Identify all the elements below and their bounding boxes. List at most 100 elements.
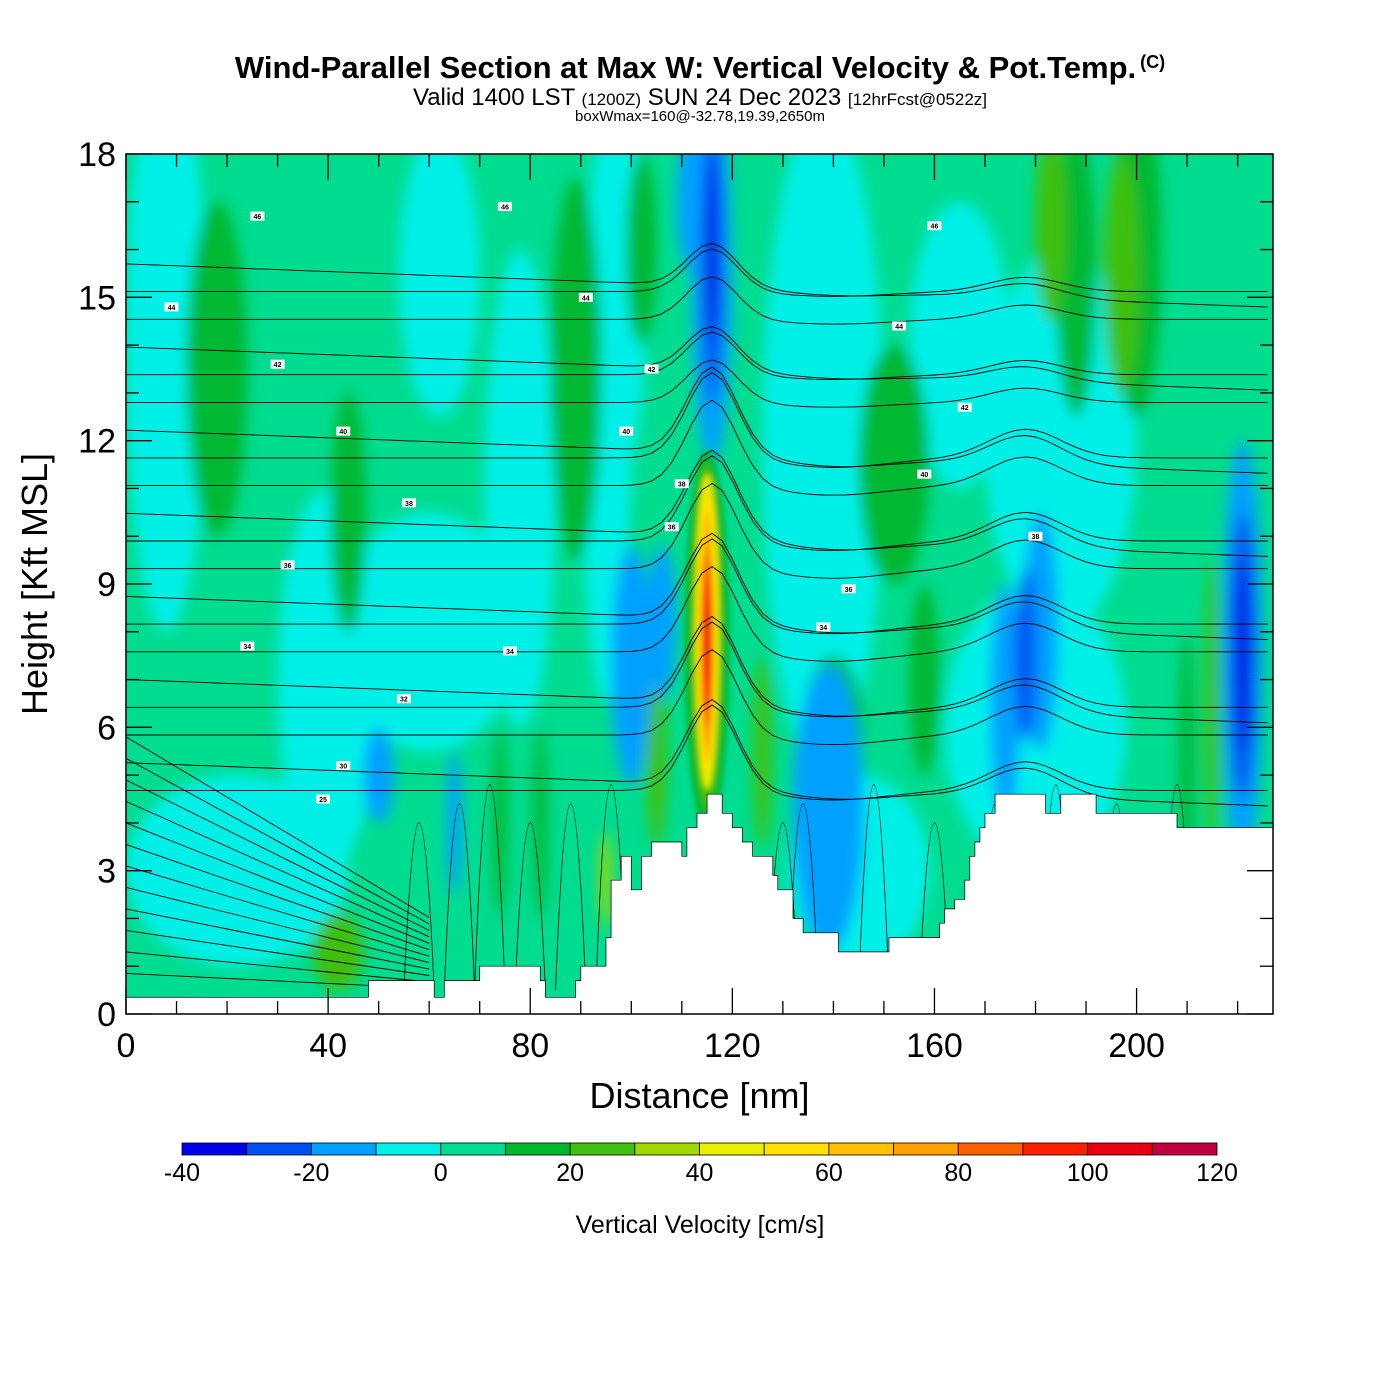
isentrope-label-text: 38 [405, 501, 413, 508]
isentrope-label-box [503, 646, 518, 656]
updraft-region [492, 727, 507, 919]
isentrope-label-box [578, 292, 593, 302]
isentrope-label: 46 [927, 221, 942, 231]
isentrope-line [126, 532, 1268, 641]
isentrope-label-box [957, 402, 972, 412]
isentrope-line [126, 779, 430, 931]
isentrope-label-text: 42 [274, 362, 282, 369]
isentrope-label: 42 [270, 359, 285, 369]
isentrope-line [403, 822, 435, 991]
downdraft-region [792, 665, 864, 952]
y-tick-label: 0 [97, 996, 116, 1034]
colorbar-swatch [1151, 1142, 1218, 1156]
valid-time: Valid 1400 LST [412, 84, 575, 111]
isentrope-label: 40 [336, 426, 351, 436]
updraft-region [646, 655, 667, 847]
isentrope-label: 25 [316, 794, 331, 804]
isentrope-line [126, 929, 430, 976]
isentrope-label-box [619, 426, 634, 436]
chart-title: Wind-Parallel Section at Max W: Vertical… [0, 50, 1400, 86]
updraft-region [753, 655, 772, 847]
isentrope-label-box [280, 560, 295, 570]
isentrope-label-box [250, 211, 265, 221]
colorbar-tick-label: 60 [815, 1159, 843, 1187]
isentrope-label-text: 46 [501, 205, 509, 212]
isentrope-label-text: 40 [622, 429, 630, 436]
isentrope-line [474, 784, 506, 991]
colorbar-swatch [1022, 1142, 1089, 1156]
isentrope-label: 34 [816, 622, 831, 632]
isentrope-line [126, 242, 1268, 308]
isentrope-label: 36 [280, 560, 295, 570]
y-tick-label: 9 [97, 566, 116, 604]
isentrope-line [555, 803, 587, 991]
updraft-core-band [704, 598, 710, 685]
isentrope-line [126, 865, 430, 957]
colorbar-swatch [957, 1142, 1024, 1156]
isentrope-label: 38 [674, 479, 689, 489]
updraft-region [909, 584, 940, 776]
isentrope-label-text: 40 [339, 429, 347, 436]
terrain-layer [126, 793, 1273, 1014]
isentrope-label: 38 [1028, 531, 1043, 541]
isentrope-label-text: 32 [400, 697, 408, 704]
isentrope-line [126, 455, 1268, 552]
isentrope-label: 44 [164, 302, 179, 312]
isentrope-label-box [664, 522, 679, 532]
colorbar-tick-label: 20 [556, 1159, 584, 1187]
isentrope-label: 36 [841, 584, 856, 594]
isentrope-line [514, 822, 546, 991]
x-axis-title: Distance [nm] [589, 1075, 809, 1116]
isentrope-label-text: 38 [678, 482, 686, 489]
neutral-region [126, 154, 207, 632]
colorbar-swatch [310, 1142, 377, 1156]
isentrope-line [126, 886, 430, 964]
downdraft-region [706, 154, 719, 346]
isentrope-label-text: 46 [253, 214, 261, 221]
isentrope-label-box [816, 622, 831, 632]
isentrope-line [126, 621, 1268, 718]
updraft-region [186, 201, 248, 537]
isentrope-line [126, 366, 1268, 474]
colorbar-swatch [375, 1142, 442, 1156]
isentrope-label-box [644, 364, 659, 374]
isentrope-label-box [401, 498, 416, 508]
isentrope-label: 44 [578, 292, 593, 302]
downdraft-region [1015, 569, 1036, 742]
neutral-region [398, 154, 480, 417]
colorbar-swatch [634, 1142, 700, 1156]
isentrope-line [126, 372, 1268, 468]
isentrope-label: 34 [240, 641, 255, 651]
isentrope-label-text: 40 [920, 472, 928, 479]
isentrope-label-box [917, 469, 932, 479]
isentrope-line [126, 276, 1268, 325]
isentrope-label: 38 [401, 498, 416, 508]
isentrope-line [126, 704, 1268, 801]
downdraft-region [1236, 560, 1250, 752]
isentrope-label-text: 36 [845, 587, 853, 594]
isentrope-label-box [164, 302, 179, 312]
isentrope-label: 34 [503, 646, 518, 656]
isentrope-label-box [316, 794, 331, 804]
isentrope-label-text: 44 [895, 324, 903, 331]
neutral-region [909, 201, 1011, 489]
updraft-region [1055, 154, 1097, 417]
isentrope-label-box [336, 761, 351, 771]
colorbar-swatch [699, 1142, 765, 1156]
isentrope-label: 36 [664, 522, 679, 532]
y-axis-title: Height [Kft MSL] [14, 453, 55, 715]
colorbar-tick-label: 80 [944, 1159, 972, 1187]
isentrope-label-text: 46 [931, 224, 939, 231]
x-tick-label: 200 [1108, 1027, 1165, 1065]
isentrope-label-box [240, 641, 255, 651]
copyright-mark: (C) [1140, 52, 1166, 72]
isentrope-label-box [841, 584, 856, 594]
isentrope-label: 40 [619, 426, 634, 436]
colorbar-tick-label: -40 [164, 1159, 200, 1187]
isentrope-label-text: 42 [961, 405, 969, 412]
isentrope-label-box [892, 321, 907, 331]
x-tick-label: 0 [117, 1027, 136, 1065]
isentrope-line [126, 538, 1268, 635]
